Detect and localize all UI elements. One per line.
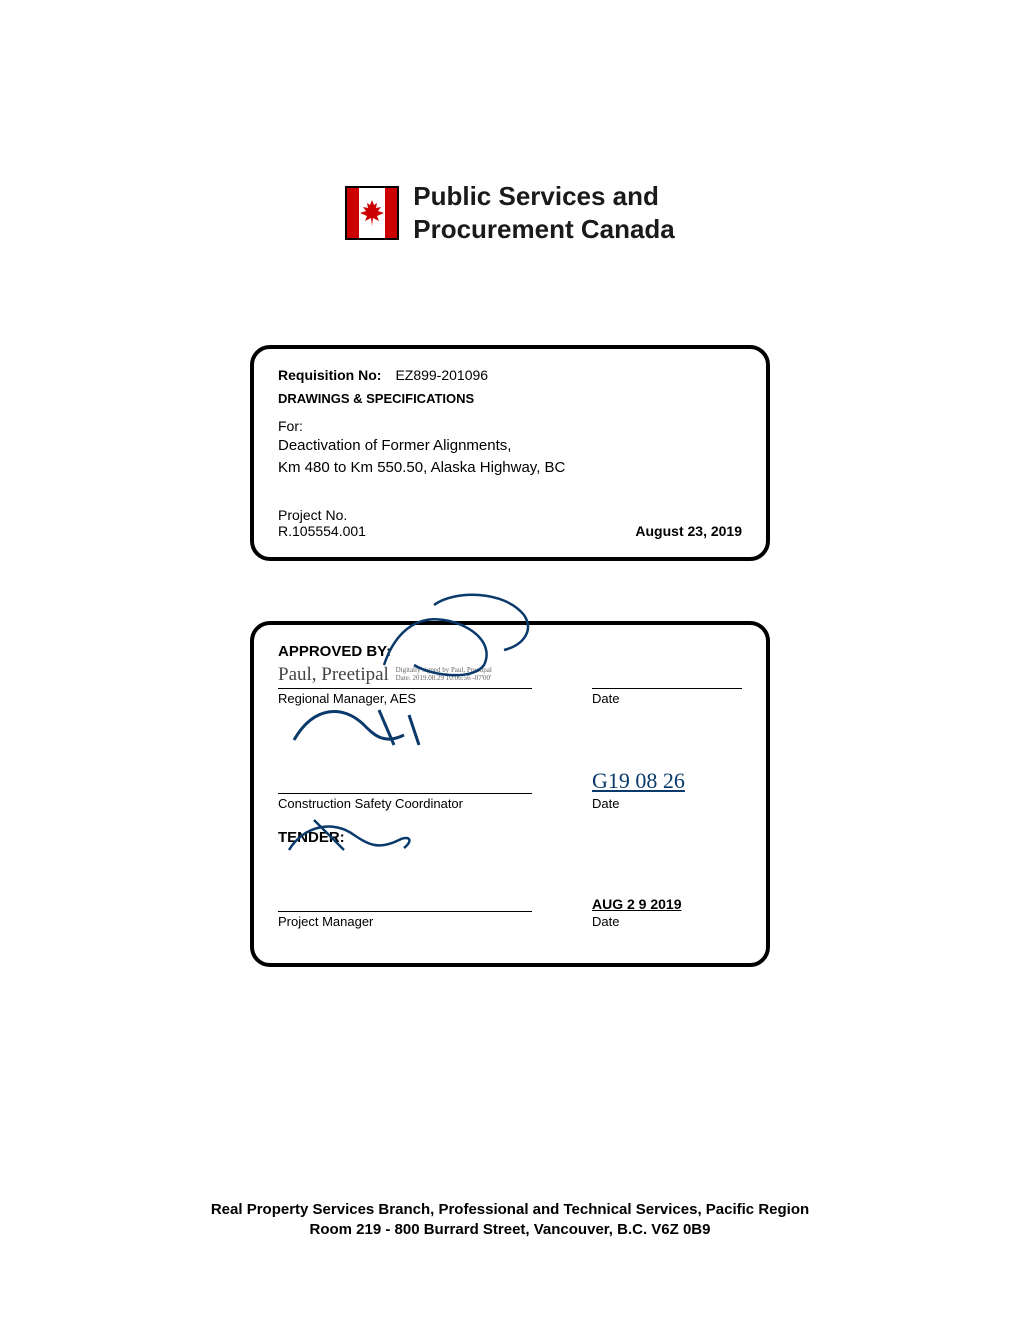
csc-spacer bbox=[278, 765, 532, 791]
date-spacer bbox=[592, 660, 742, 686]
regional-manager-label: Regional Manager, AES bbox=[278, 691, 532, 706]
approved-by-label: APPROVED BY: bbox=[278, 643, 742, 660]
footer-line1: Real Property Services Branch, Professio… bbox=[80, 1200, 940, 1220]
approval-box: APPROVED BY: Paul, Preetipal Digitally s… bbox=[250, 621, 770, 967]
pm-spacer bbox=[278, 883, 532, 909]
project-no-value: R.105554.001 bbox=[278, 523, 366, 539]
requisition-info-box: Requisition No: EZ899-201096 DRAWINGS & … bbox=[250, 345, 770, 561]
header: Public Services and Procurement Canada bbox=[100, 180, 920, 245]
regional-manager-sig-line bbox=[278, 688, 532, 689]
project-number-row: Project No. R.105554.001 August 23, 2019 bbox=[278, 507, 742, 539]
tender-label: TENDER: bbox=[278, 829, 742, 846]
regional-manager-sig-row: Paul, Preetipal Digitally signed by Paul… bbox=[278, 660, 742, 706]
signer-name: Paul, Preetipal Digitally signed by Paul… bbox=[278, 664, 532, 686]
regional-manager-date-line bbox=[592, 688, 742, 689]
drawings-spec-label: DRAWINGS & SPECIFICATIONS bbox=[278, 391, 742, 406]
project-line1: Deactivation of Former Alignments, bbox=[278, 436, 742, 456]
maple-leaf-icon bbox=[359, 199, 385, 227]
digital-signature-meta: Digitally signed by Paul, Preetipal Date… bbox=[396, 667, 492, 682]
for-label: For: bbox=[278, 418, 742, 434]
csc-date-block: G19 08 26 Date bbox=[592, 740, 742, 811]
pm-sig-line bbox=[278, 911, 532, 912]
document-page: Public Services and Procurement Canada R… bbox=[0, 0, 1020, 1320]
requisition-label: Requisition No: bbox=[278, 367, 381, 383]
project-no-label: Project No. bbox=[278, 507, 366, 523]
flag-bar-left bbox=[347, 188, 359, 238]
footer-line2: Room 219 - 800 Burrard Street, Vancouver… bbox=[80, 1220, 940, 1240]
csc-sig-left: Construction Safety Coordinator bbox=[278, 765, 532, 811]
csc-sig-row: Construction Safety Coordinator G19 08 2… bbox=[278, 740, 742, 811]
pm-stamp-date: AUG 2 9 2019 bbox=[592, 896, 742, 912]
regional-manager-sig-left: Paul, Preetipal Digitally signed by Paul… bbox=[278, 662, 532, 706]
header-title: Public Services and Procurement Canada bbox=[413, 180, 675, 245]
pm-sig-row: Project Manager AUG 2 9 2019 Date bbox=[278, 872, 742, 929]
requisition-value: EZ899-201096 bbox=[395, 367, 488, 383]
pm-date-block: AUG 2 9 2019 Date bbox=[592, 872, 742, 929]
regional-manager-date-block: Date bbox=[592, 660, 742, 706]
info-date: August 23, 2019 bbox=[635, 523, 742, 539]
flag-bar-right bbox=[385, 188, 397, 238]
project-number-block: Project No. R.105554.001 bbox=[278, 507, 366, 539]
canada-flag-icon bbox=[345, 186, 399, 240]
footer: Real Property Services Branch, Professio… bbox=[0, 1200, 1020, 1241]
project-manager-label: Project Manager bbox=[278, 914, 532, 929]
header-line2: Procurement Canada bbox=[413, 213, 675, 246]
flag-leaf-area bbox=[359, 188, 385, 238]
csc-sig-line bbox=[278, 793, 532, 794]
project-line2: Km 480 to Km 550.50, Alaska Highway, BC bbox=[278, 458, 742, 478]
pm-date-label: Date bbox=[592, 914, 742, 929]
requisition-row: Requisition No: EZ899-201096 bbox=[278, 367, 742, 383]
csc-label: Construction Safety Coordinator bbox=[278, 796, 532, 811]
csc-date-label: Date bbox=[592, 796, 742, 811]
header-line1: Public Services and bbox=[413, 180, 675, 213]
regional-manager-date-label: Date bbox=[592, 691, 742, 706]
pm-sig-left: Project Manager bbox=[278, 883, 532, 929]
csc-handwritten-date: G19 08 26 bbox=[592, 768, 742, 794]
